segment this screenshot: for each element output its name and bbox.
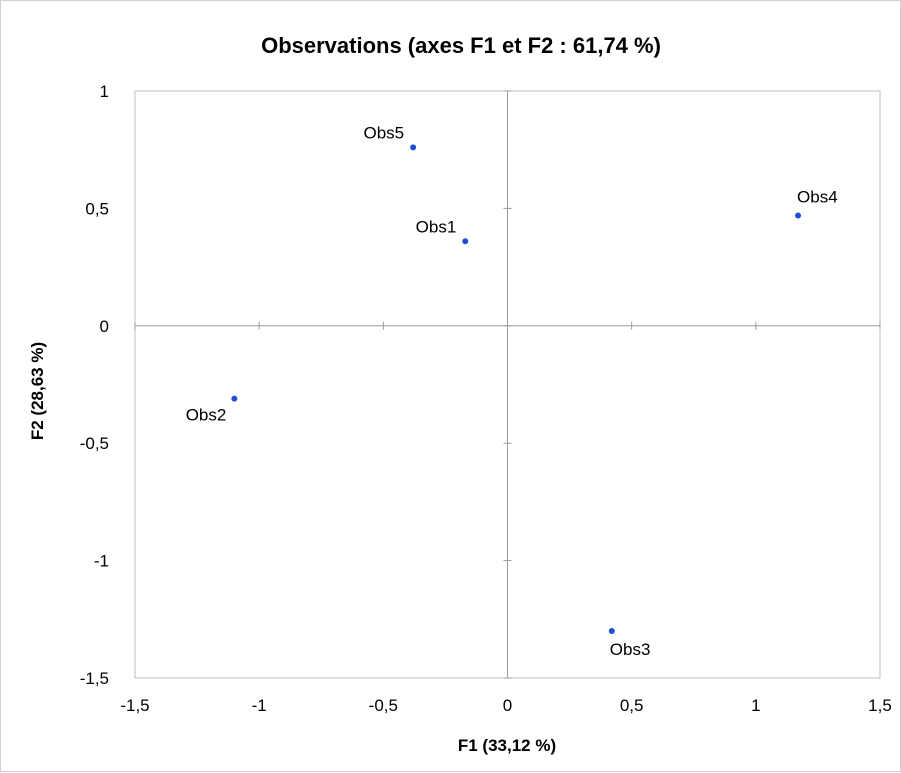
x-tick-labels: -1,5 -1 -0,5 0 0,5 1 1,5 — [120, 696, 891, 715]
y-tick-label: -0,5 — [80, 434, 109, 453]
point-label: Obs2 — [186, 406, 227, 425]
y-tick-label: -1 — [94, 552, 109, 571]
x-tick-label: 0 — [503, 696, 512, 715]
x-tick-label: 0,5 — [620, 696, 644, 715]
data-point — [608, 628, 615, 635]
data-point — [795, 212, 802, 219]
point-label: Obs3 — [610, 640, 651, 659]
x-tick-label: -1 — [252, 696, 267, 715]
y-axis-title: F2 (28,63 %) — [28, 342, 47, 440]
point-label: Obs5 — [363, 123, 404, 142]
y-tick-label: 0,5 — [85, 199, 109, 218]
y-tick-labels: 1 0,5 0 -0,5 -1 -1,5 — [80, 82, 109, 688]
x-tick-marks — [134, 321, 881, 330]
x-tick-label: -0,5 — [369, 696, 398, 715]
point-label: Obs4 — [797, 187, 838, 206]
data-points — [231, 144, 802, 635]
x-tick-label: -1,5 — [120, 696, 149, 715]
y-tick-label: -1,5 — [80, 669, 109, 688]
point-label: Obs1 — [416, 217, 457, 236]
chart-title: Observations (axes F1 et F2 : 61,74 %) — [261, 33, 661, 58]
x-tick-label: 1,5 — [868, 696, 892, 715]
y-tick-label: 1 — [100, 82, 109, 101]
data-point — [410, 144, 417, 151]
y-tick-label: 0 — [100, 317, 109, 336]
data-point — [462, 238, 469, 245]
x-axis-title: F1 (33,12 %) — [458, 736, 556, 755]
point-labels: Obs1 Obs2 Obs3 Obs4 Obs5 — [186, 123, 838, 659]
y-tick-marks — [503, 90, 512, 679]
x-tick-label: 1 — [751, 696, 760, 715]
data-point — [231, 395, 238, 402]
